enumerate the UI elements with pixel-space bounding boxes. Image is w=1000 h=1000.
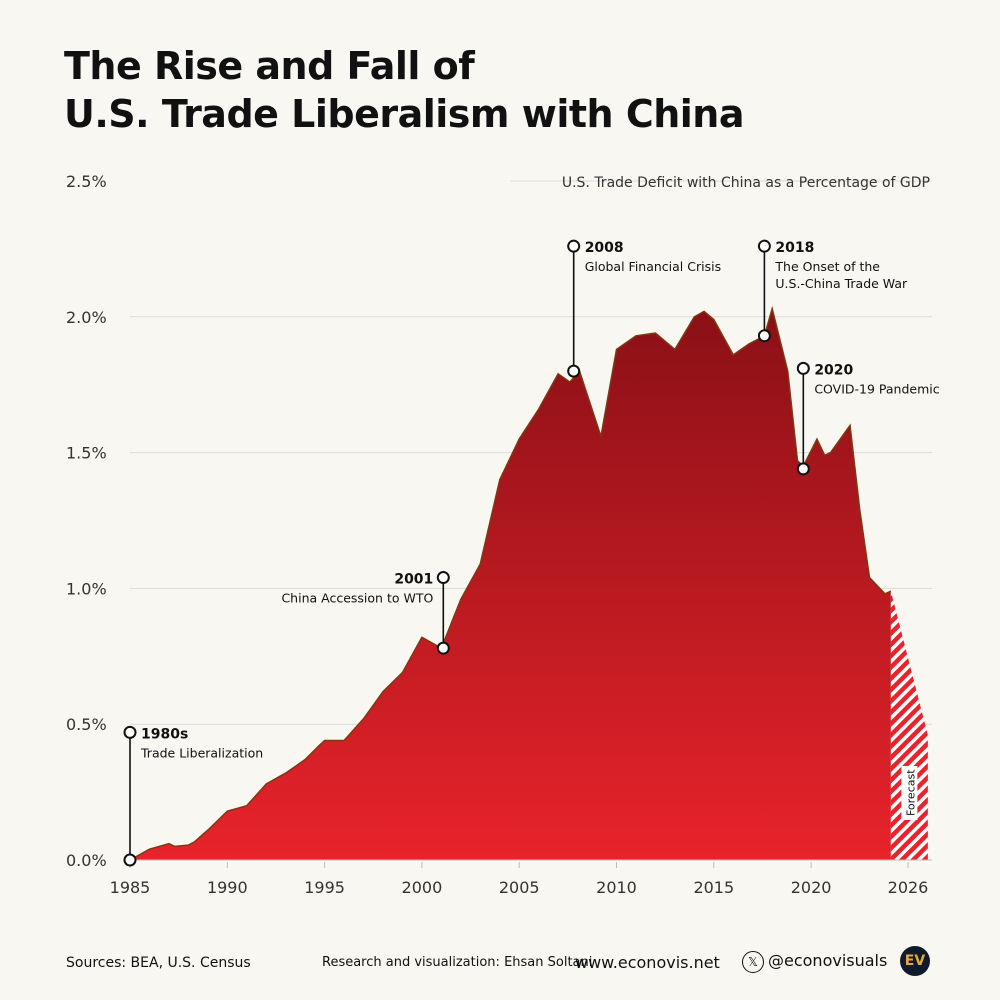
annotation-text: Trade Liberalization: [140, 745, 263, 760]
y-tick-label: 0.5%: [66, 715, 107, 734]
x-logo-icon: 𝕏: [742, 951, 764, 973]
annotation-marker: [757, 329, 771, 343]
x-tick-label: 1995: [304, 878, 345, 897]
annotation-text: Global Financial Crisis: [585, 259, 721, 274]
annotation-year: 1980s: [141, 726, 188, 742]
y-tick-label: 1.0%: [66, 579, 107, 598]
annotation-text: China Accession to WTO: [281, 591, 433, 606]
annotation-year: 2018: [775, 240, 814, 256]
credit: Research and visualization: Ehsan Soltan…: [322, 955, 593, 970]
y-tick-label: 0.0%: [66, 851, 107, 870]
x-tick-label: 2000: [402, 878, 443, 897]
y-tick-label: 1.5%: [66, 444, 107, 463]
social-handle[interactable]: 𝕏 @econovisuals: [742, 951, 887, 973]
y-tick-label: 2.5%: [66, 172, 107, 191]
x-tick-label: 2026: [888, 878, 929, 897]
annotation-marker: [567, 239, 581, 253]
annotation-year: 2001: [394, 572, 433, 588]
x-tick-label: 1990: [207, 878, 248, 897]
website-link[interactable]: www.econovis.net: [575, 953, 720, 972]
x-tick-label: 2010: [596, 878, 637, 897]
annotation-year: 2008: [585, 240, 624, 256]
sources: Sources: BEA, U.S. Census: [66, 955, 251, 971]
annotation-text: COVID-19 Pandemic: [814, 381, 939, 396]
annotation-marker: [757, 239, 771, 253]
annotation-marker: [123, 853, 137, 867]
x-tick-label: 2020: [791, 878, 832, 897]
chart-subtitle: U.S. Trade Deficit with China as a Perce…: [562, 175, 930, 191]
x-tick-label: 1985: [110, 878, 151, 897]
y-tick-label: 2.0%: [66, 308, 107, 327]
social-handle-text: @econovisuals: [768, 951, 888, 970]
deficit-area: [130, 308, 891, 861]
annotation-marker: [123, 725, 137, 739]
annotation-text: U.S.-China Trade War: [775, 276, 908, 291]
annotation-marker: [796, 462, 810, 476]
annotation-year: 2020: [814, 362, 853, 378]
annotation-marker: [796, 361, 810, 375]
x-tick-label: 2005: [499, 878, 540, 897]
forecast-area: [890, 591, 928, 860]
annotation-marker: [436, 571, 450, 585]
forecast-label-box: [901, 766, 918, 820]
forecast-label: Forecast: [904, 769, 917, 816]
x-tick-label: 2015: [693, 878, 734, 897]
title-line-1: The Rise and Fall of: [64, 44, 475, 88]
page-title: The Rise and Fall of U.S. Trade Liberalis…: [64, 42, 745, 138]
annotation-text: The Onset of the: [774, 259, 880, 274]
annotation-marker: [436, 641, 450, 655]
ev-logo: EV: [900, 946, 930, 976]
title-line-2: U.S. Trade Liberalism with China: [64, 92, 745, 136]
annotation-marker: [567, 364, 581, 378]
